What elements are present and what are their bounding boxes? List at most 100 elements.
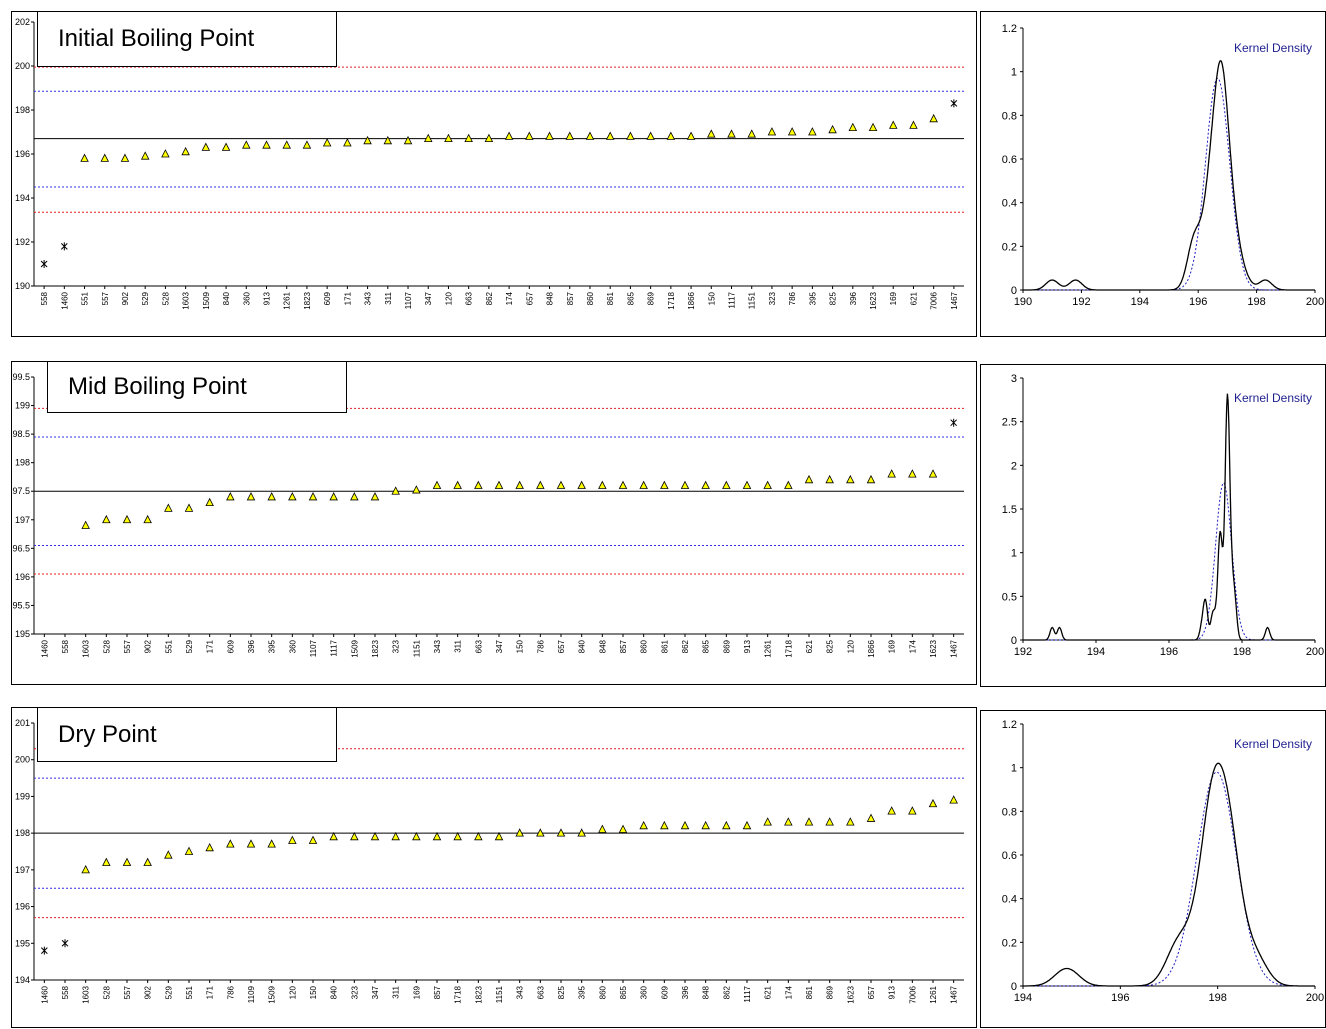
x-tick-label: 343 [516, 985, 525, 999]
y-tick-label: 194 [15, 193, 30, 203]
density-y-tick-label: 0.4 [1002, 894, 1017, 906]
data-point [536, 480, 545, 489]
x-tick-label: 786 [226, 985, 235, 999]
density-x-tick-label: 190 [1014, 296, 1032, 308]
x-tick-label: 848 [598, 639, 607, 653]
scatter-chart-initial-boiling-point: 190 192 194 196 198 200 202 558 1460 551 557 902 529… [15, 17, 964, 310]
data-point [288, 492, 297, 501]
data-point [722, 480, 731, 489]
data-point [808, 127, 817, 136]
data-point [262, 140, 271, 149]
data-point [81, 864, 90, 874]
x-tick-label: 862 [485, 291, 494, 305]
y-tick-label: 200 [15, 755, 30, 765]
data-point [412, 485, 421, 494]
x-tick-label: 171 [206, 985, 215, 999]
x-tick-label: 120 [288, 985, 297, 999]
data-point [226, 839, 235, 848]
normal-fit-curve [1023, 482, 1315, 641]
data-point [504, 131, 514, 140]
data-point [122, 857, 132, 866]
data-point [140, 151, 150, 160]
x-tick-label: 1107 [309, 639, 318, 657]
data-point [660, 480, 669, 489]
y-tick-label: 199 [15, 791, 30, 801]
data-point [350, 492, 359, 501]
data-point [453, 831, 462, 841]
x-tick-label: 347 [371, 985, 380, 999]
data-point [887, 469, 896, 478]
data-point [722, 820, 731, 830]
x-tick-label: 861 [606, 291, 615, 305]
data-point [184, 846, 194, 855]
x-tick-label: 174 [908, 639, 917, 653]
y-tick-label: 198 [15, 105, 30, 115]
x-tick-label: 1109 [247, 985, 256, 1003]
density-panel-initial-boiling-point: 0 0.2 0.4 0.6 0.8 1 1.2 190 192 194 196 198 200 Kerne… [980, 11, 1326, 337]
density-x-tick-label: 196 [1111, 992, 1129, 1004]
x-tick-label: 7006 [930, 291, 939, 309]
data-point [343, 138, 352, 147]
data-point [322, 138, 332, 147]
x-tick-label: 360 [288, 639, 297, 653]
x-tick-label: 1866 [687, 291, 696, 309]
outlier-point [40, 260, 48, 268]
y-tick-label: 194 [15, 975, 30, 985]
x-tick-label: 902 [144, 985, 153, 999]
data-point [370, 831, 380, 841]
y-tick-label: 190 [15, 281, 30, 291]
density-panel-dry-point: 0 0.2 0.4 0.6 0.8 1 1.2 194 196 198 200 Kernel Dens… [980, 710, 1326, 1028]
y-tick-label: 195 [15, 938, 30, 948]
y-tick-label: 197 [15, 515, 30, 525]
data-point [646, 131, 655, 140]
x-tick-label: 869 [722, 639, 731, 653]
data-point [201, 142, 211, 151]
chart-title-initial-boiling-point: Initial Boiling Point [37, 11, 337, 67]
x-tick-label: 902 [121, 291, 130, 305]
x-tick-label: 1823 [371, 639, 380, 657]
data-point [205, 842, 214, 852]
data-point [329, 492, 338, 501]
x-tick-label: 343 [433, 639, 442, 653]
density-y-tick-label: 0.2 [1002, 241, 1017, 253]
x-tick-label: 551 [185, 985, 194, 999]
x-tick-label: 1866 [867, 639, 876, 657]
data-point [545, 131, 554, 140]
y-tick-label: 198 [15, 828, 30, 838]
x-tick-label: 150 [516, 639, 525, 653]
x-tick-label: 786 [536, 639, 545, 653]
density-x-tick-label: 198 [1208, 992, 1226, 1004]
data-point [464, 133, 473, 142]
outlier-point [61, 939, 69, 948]
x-tick-label: 174 [505, 291, 514, 305]
data-point [929, 113, 938, 123]
x-tick-label: 663 [465, 291, 474, 305]
y-tick-label: 200 [15, 61, 30, 71]
data-point [784, 480, 793, 489]
data-point [639, 480, 648, 489]
data-point [908, 469, 917, 478]
density-x-tick-label: 194 [1014, 992, 1032, 1004]
data-point [909, 120, 918, 129]
density-y-tick-label: 1.2 [1002, 719, 1017, 731]
data-point [848, 122, 858, 131]
density-x-tick-label: 200 [1306, 646, 1324, 658]
density-chart-dry-point: 0 0.2 0.4 0.6 0.8 1 1.2 194 196 198 200 Kernel Dens… [1002, 719, 1324, 1004]
x-tick-label: 551 [81, 291, 90, 305]
y-tick-label: 195.5 [12, 600, 30, 610]
density-x-tick-label: 192 [1072, 296, 1090, 308]
data-point [846, 474, 855, 484]
data-point [267, 839, 276, 848]
kernel-density-curve [1023, 59, 1315, 291]
data-point [403, 135, 413, 145]
x-tick-label: 323 [392, 639, 401, 653]
y-tick-label: 201 [15, 718, 30, 728]
density-x-tick-label: 200 [1306, 992, 1324, 1004]
data-point [747, 129, 756, 138]
data-point [80, 153, 89, 162]
x-tick-label: 1117 [728, 291, 737, 308]
data-point [267, 492, 276, 501]
x-tick-label: 657 [867, 985, 876, 999]
x-tick-label: 663 [474, 639, 483, 653]
data-point [928, 798, 938, 808]
